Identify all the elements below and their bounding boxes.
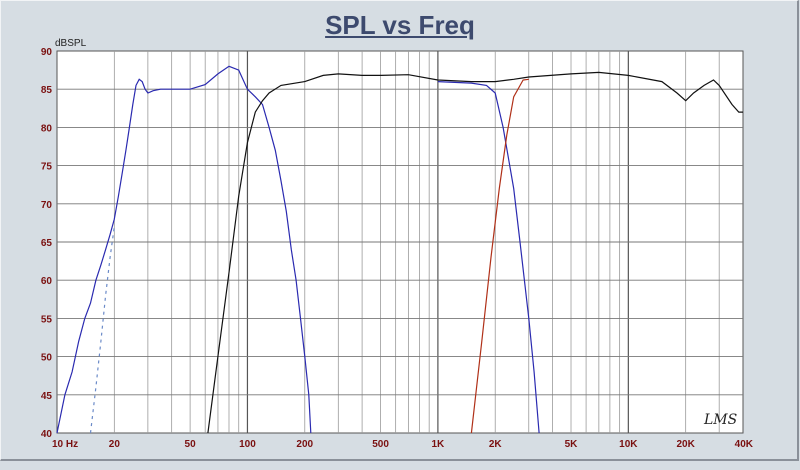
y-axis-label: dBSPL [55, 38, 87, 49]
series-line-2 [207, 71, 743, 434]
x-tick-label: 10K [619, 439, 638, 450]
x-tick-label: 2K [489, 439, 503, 450]
x-tick-label: 200 [296, 439, 313, 450]
y-tick-label: 80 [41, 123, 53, 134]
x-tick-label: 1K [431, 439, 445, 450]
y-tick-label: 40 [41, 429, 53, 440]
y-tick-label: 50 [41, 353, 53, 364]
y-tick-label: 70 [41, 200, 53, 211]
y-tick-label: 90 [41, 47, 53, 58]
x-tick-label: 500 [372, 439, 389, 450]
y-tick-label: 85 [41, 85, 53, 96]
x-tick-label: 20 [109, 439, 121, 450]
x-tick-label: 50 [185, 439, 197, 450]
x-tick-label: 5K [565, 439, 579, 450]
x-tick-label: 40K [735, 439, 754, 450]
grid [57, 51, 743, 433]
y-tick-label: 75 [41, 162, 53, 173]
x-tick-label: 10 Hz [52, 439, 78, 450]
series-group [56, 65, 743, 434]
y-tick-label: 45 [41, 391, 53, 402]
chart-frame [0, 0, 799, 461]
y-tick-label: 60 [41, 276, 53, 287]
x-tick-label: 20K [676, 439, 695, 450]
y-tick-label: 55 [41, 314, 53, 325]
series-line-3 [437, 81, 540, 434]
watermark: LMS [703, 412, 737, 428]
x-tick-label: 100 [239, 439, 256, 450]
y-tick-label: 65 [41, 238, 53, 249]
series-line-1 [56, 65, 312, 434]
series-line-4 [470, 78, 529, 434]
chart-title: SPL vs Freq [325, 10, 475, 40]
tick-labels: 10 Hz 20 50 100 200 500 1K 2K 5K 10K 20K 40K 40 45 50 5… [41, 47, 754, 450]
